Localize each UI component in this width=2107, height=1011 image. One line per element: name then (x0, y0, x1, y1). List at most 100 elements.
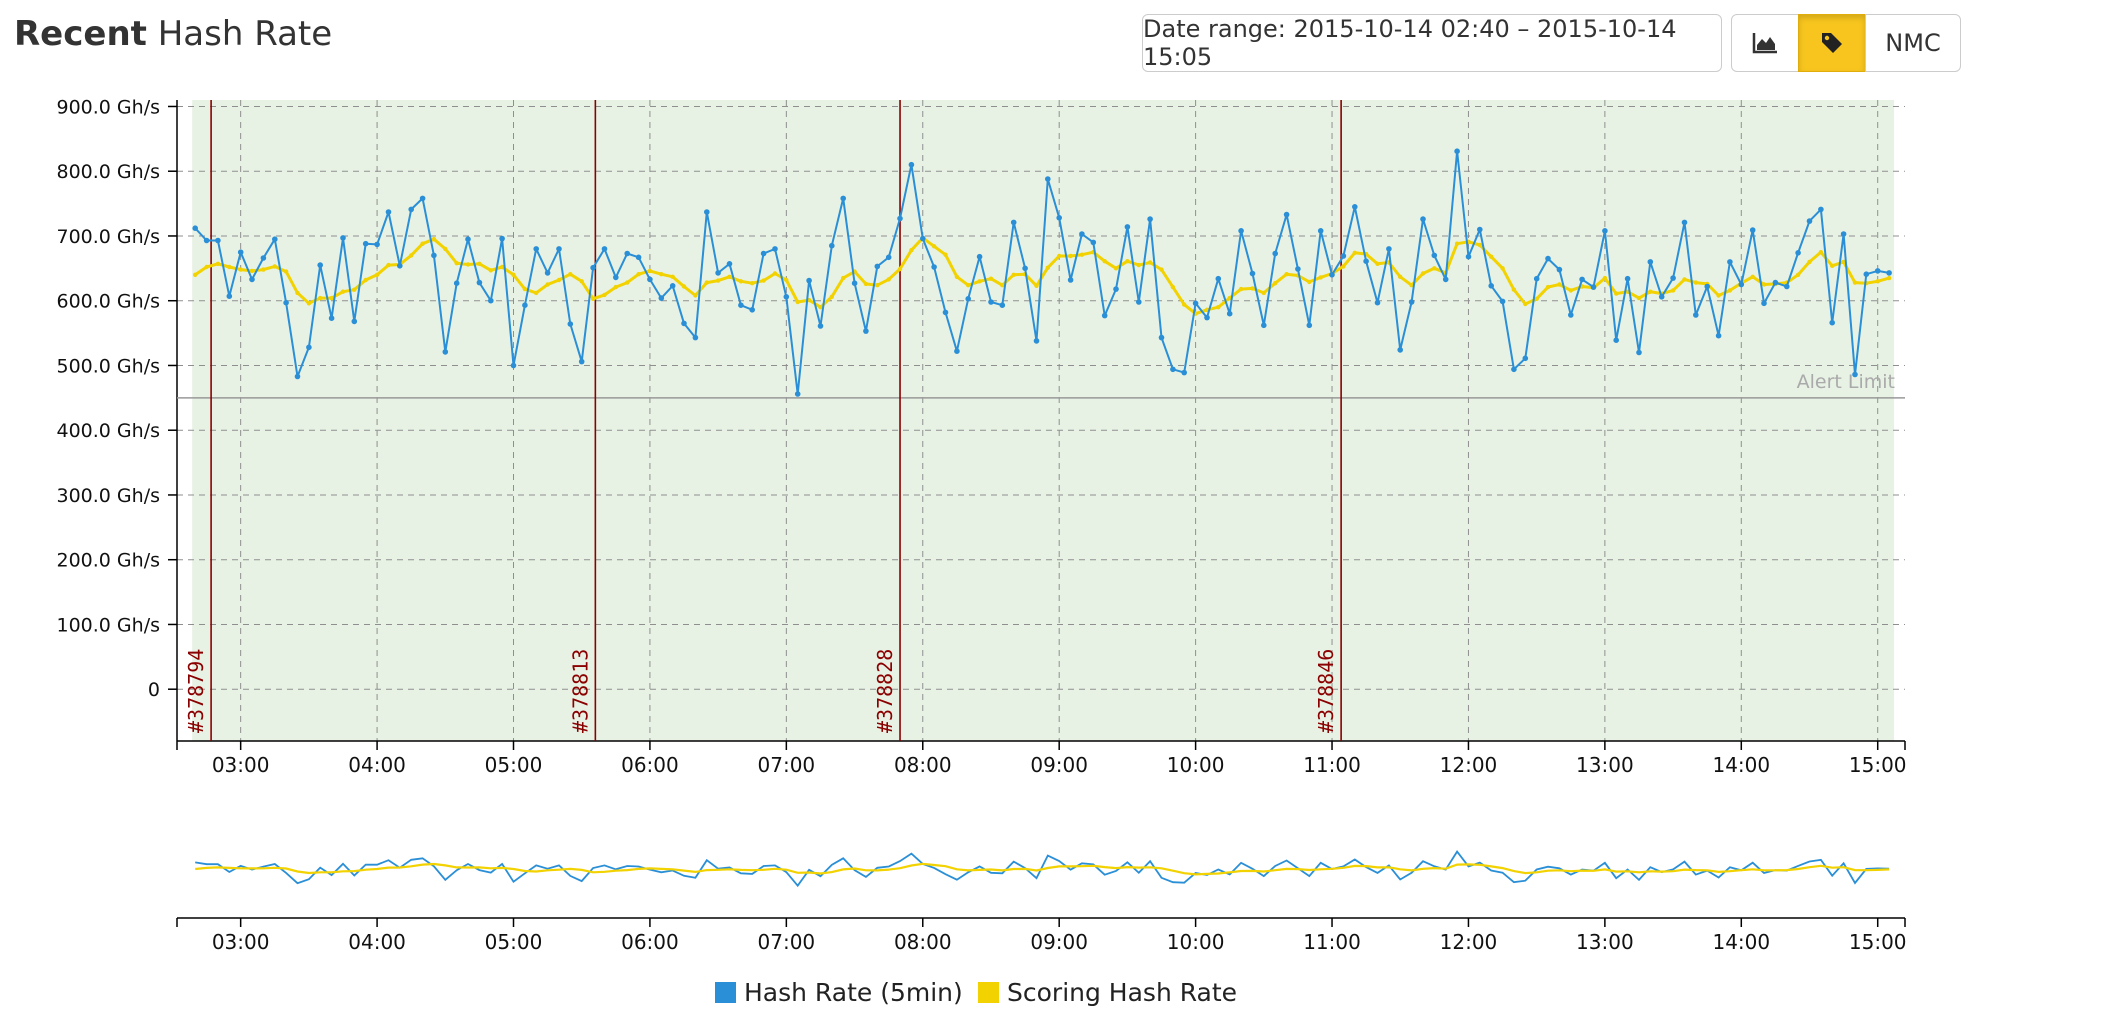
hash-rate-point (1488, 283, 1494, 289)
hash-rate-point (1886, 270, 1892, 276)
hash-rate-point (1363, 258, 1369, 265)
hash-rate-point (1624, 275, 1631, 282)
x-tick-label: 04:00 (348, 753, 406, 777)
plot-background (192, 100, 1895, 741)
hash-rate-point (749, 307, 755, 313)
x-tick-label: 08:00 (894, 753, 952, 777)
overview-brush-plot[interactable]: 03:00 04:00 05:00 06:00 07:00 08:00 09:00 10:00… (176, 850, 1907, 954)
scoring-hash-rate-point (1841, 259, 1846, 265)
overview-x-tick-label: 12:00 (1440, 930, 1498, 954)
date-range-button[interactable]: Date range: 2015-10-14 02:40 – 2015-10-1… (1142, 14, 1722, 72)
overview-x-tick-label: 05:00 (485, 930, 543, 954)
hash-rate-point (794, 391, 801, 397)
scoring-hash-rate-point (863, 281, 869, 287)
hash-rate-point (237, 249, 244, 255)
scoring-hash-rate-point (545, 282, 550, 287)
hash-rate-point (897, 215, 903, 222)
scoring-hash-rate-point (727, 274, 732, 279)
alert-limit-label: Alert Limit (1797, 371, 1895, 393)
scoring-hash-rate-point (1182, 302, 1187, 307)
hash-rate-point (1863, 271, 1870, 278)
area-chart-toggle-button[interactable] (1731, 14, 1799, 72)
hash-rate-point (1806, 218, 1813, 224)
scoring-hash-rate-point (1079, 252, 1085, 257)
block-marker-label: #378846 (1314, 649, 1338, 733)
hash-rate-point (1170, 366, 1176, 373)
area-chart-icon (1752, 33, 1777, 54)
y-tick-label: 500.0 Gh/s (57, 355, 161, 377)
x-tick-label: 15:00 (1849, 753, 1907, 777)
hash-rate-point (260, 255, 267, 261)
x-tick-label: 06:00 (621, 753, 679, 777)
x-tick-label: 03:00 (212, 753, 270, 777)
hash-rate-point (1317, 228, 1324, 234)
hash-rate-point (704, 209, 710, 215)
hash-rate-point (465, 236, 471, 242)
scoring-hash-rate-point (272, 264, 277, 269)
hash-rate-point (817, 323, 824, 329)
hash-rate-point (1533, 275, 1540, 282)
hash-rate-point (408, 206, 415, 213)
hash-rate-point (442, 349, 449, 355)
hash-rate-point (453, 280, 460, 287)
hash-rate-point (1192, 300, 1199, 307)
scoring-hash-rate-point (1557, 282, 1562, 287)
scoring-hash-rate-point (1398, 274, 1403, 279)
hash-rate-point (1693, 312, 1699, 318)
scoring-hash-rate-point (1568, 288, 1574, 293)
scoring-hash-rate-point (1716, 293, 1721, 298)
hash-rate-point (533, 246, 539, 252)
hash-rate-point (1010, 219, 1017, 226)
x-tick-label: 11:00 (1303, 753, 1361, 777)
hash-rate-point (1602, 228, 1608, 234)
block-marker-label: #378828 (873, 649, 897, 733)
scoring-hash-rate-point (1454, 241, 1460, 246)
hash-rate-point (1431, 252, 1438, 259)
hash-rate-point (1522, 355, 1529, 362)
hash-rate-point (863, 328, 869, 334)
scoring-hash-rate-point (1648, 289, 1653, 294)
hash-rate-point (1772, 279, 1779, 286)
scoring-hash-rate-point (1795, 272, 1801, 277)
scoring-hash-rate-point (1818, 250, 1824, 255)
hash-rate-point (624, 250, 630, 257)
hash-rate-point (1215, 275, 1222, 282)
scoring-hash-rate-point (522, 286, 528, 292)
hash-rate-point (226, 293, 233, 300)
hash-rate-point (738, 302, 744, 309)
block-tags-toggle-button[interactable] (1798, 14, 1866, 72)
hash-rate-point (1158, 334, 1165, 341)
scoring-hash-rate-point (318, 295, 323, 301)
scoring-hash-rate-point (1250, 286, 1255, 291)
scoring-hash-rate-point (1614, 291, 1619, 296)
legend: Hash Rate (5min) Scoring Hash Rate (715, 978, 1237, 1007)
scoring-hash-rate-point (465, 262, 471, 267)
scoring-hash-rate-point (477, 261, 482, 266)
hash-rate-point (340, 235, 346, 241)
hash-rate-point (294, 373, 301, 380)
scoring-hash-rate-point (1602, 275, 1608, 281)
scoring-hash-rate-point (1159, 267, 1164, 272)
hash-rate-point (669, 283, 676, 289)
scoring-hash-rate-point (875, 283, 880, 288)
hash-rate-point (1681, 219, 1688, 226)
hash-rate-point (1454, 148, 1460, 154)
hash-rate-point (1329, 272, 1335, 278)
currency-selector-button[interactable]: NMC (1865, 14, 1961, 72)
scoring-hash-rate-point (386, 262, 391, 268)
overview-hash-rate-line (195, 850, 1890, 888)
main-plot: 900.0 Gh/s 800.0 Gh/s 700.0 Gh/s 600.0 Gh/s… (57, 96, 1907, 777)
hash-rate-point (1761, 300, 1767, 307)
scoring-hash-rate-point (636, 272, 641, 277)
scoring-hash-rate-point (1852, 280, 1858, 285)
hash-rate-point (1840, 231, 1847, 237)
scoring-hash-rate-point (193, 272, 198, 277)
overview-x-tick-label: 03:00 (212, 930, 270, 954)
scoring-hash-rate-point (784, 277, 789, 283)
hash-rate-point (397, 263, 403, 269)
scoring-hash-rate-point (647, 268, 653, 274)
y-tick-label: 300.0 Gh/s (57, 485, 161, 507)
tag-icon (1822, 33, 1842, 53)
hash-rate-point (1261, 322, 1267, 329)
hash-rate-point (1613, 337, 1619, 344)
